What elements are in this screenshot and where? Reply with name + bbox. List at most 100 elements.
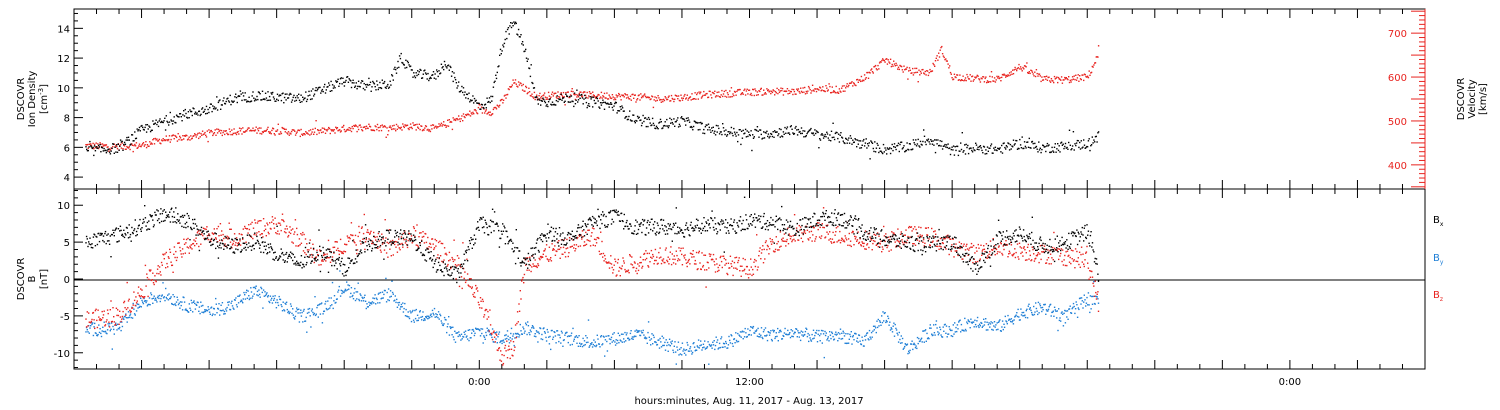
by-point — [620, 333, 623, 335]
velocity-point — [706, 92, 708, 95]
bz-point — [254, 219, 256, 221]
bz-point — [454, 259, 456, 261]
by-point — [812, 329, 815, 331]
velocity-point — [145, 146, 148, 149]
velocity-point — [222, 131, 224, 134]
velocity-point — [636, 99, 638, 101]
velocity-point — [313, 133, 315, 135]
density-point — [160, 120, 163, 123]
bz-point — [389, 240, 392, 242]
density-point — [822, 134, 824, 136]
by-point — [727, 344, 730, 346]
velocity-point — [1080, 78, 1082, 81]
velocity-point — [216, 132, 219, 134]
by-point — [689, 347, 691, 350]
density-point — [721, 133, 723, 136]
by-point — [792, 335, 794, 338]
density-point — [829, 134, 831, 136]
by-point — [123, 318, 125, 320]
density-point — [956, 145, 959, 148]
velocity-point — [956, 74, 958, 76]
velocity-point — [770, 92, 772, 95]
by-point — [163, 296, 165, 298]
velocity-point — [404, 124, 406, 126]
velocity-point — [744, 94, 747, 96]
density-point — [816, 131, 818, 133]
velocity-point — [955, 76, 957, 79]
by-point — [648, 336, 650, 338]
density-point — [1019, 138, 1021, 141]
density-point — [268, 95, 271, 98]
velocity-point — [636, 98, 639, 100]
velocity-point — [387, 134, 389, 136]
density-point — [400, 52, 402, 55]
by-point — [797, 330, 799, 332]
by-point — [519, 323, 521, 326]
bz-point — [470, 278, 472, 280]
bz-point — [318, 264, 320, 266]
bz-point — [187, 247, 190, 249]
density-point — [1010, 148, 1012, 150]
density-point — [516, 33, 518, 35]
density-point — [302, 96, 304, 98]
velocity-point — [226, 132, 228, 134]
velocity-point — [401, 129, 403, 131]
velocity-point — [874, 65, 876, 68]
density-point — [976, 148, 978, 150]
density-point — [987, 150, 989, 152]
by-point — [1022, 315, 1024, 317]
velocity-point — [483, 108, 485, 110]
bz-point — [467, 284, 469, 286]
density-point — [390, 84, 392, 86]
velocity-point — [298, 129, 301, 132]
density-point — [1088, 138, 1090, 140]
density-point — [90, 146, 93, 148]
by-point — [482, 342, 484, 344]
by-point — [889, 321, 891, 323]
velocity-point — [934, 65, 936, 67]
by-point — [801, 334, 803, 336]
density-point — [541, 100, 543, 102]
velocity-point — [983, 81, 986, 83]
by-point — [300, 315, 303, 317]
density-point — [185, 112, 187, 115]
by-point — [955, 326, 957, 329]
density-tick-label: 10 — [57, 84, 70, 95]
by-point — [903, 347, 905, 349]
velocity-point — [641, 95, 643, 97]
density-point — [111, 147, 113, 149]
velocity-point — [380, 125, 382, 127]
velocity-point — [102, 145, 104, 147]
by-point — [615, 339, 617, 341]
by-point — [775, 332, 777, 334]
velocity-point — [301, 133, 303, 135]
velocity-point — [833, 91, 836, 93]
density-point — [670, 118, 673, 121]
velocity-point — [399, 127, 402, 130]
bz-point — [381, 243, 384, 245]
by-point — [193, 300, 195, 302]
velocity-point — [473, 109, 476, 111]
bz-point — [458, 257, 460, 259]
density-point — [815, 130, 818, 132]
density-point — [838, 141, 841, 143]
velocity-point — [321, 127, 324, 129]
density-point — [149, 130, 152, 133]
density-point — [875, 147, 878, 149]
by-point — [214, 314, 216, 316]
density-point — [942, 145, 945, 147]
velocity-point — [1088, 70, 1090, 72]
density-point — [282, 92, 284, 94]
by-point — [757, 327, 759, 330]
density-point — [174, 121, 176, 124]
by-point — [248, 298, 251, 301]
velocity-point — [727, 93, 729, 96]
velocity-point — [1023, 65, 1026, 67]
density-point — [313, 93, 316, 95]
by-point — [165, 287, 167, 290]
bz-point — [160, 261, 163, 264]
density-point — [454, 79, 457, 81]
by-point — [209, 313, 211, 315]
bz-point — [416, 224, 418, 226]
bz-point — [277, 222, 280, 224]
